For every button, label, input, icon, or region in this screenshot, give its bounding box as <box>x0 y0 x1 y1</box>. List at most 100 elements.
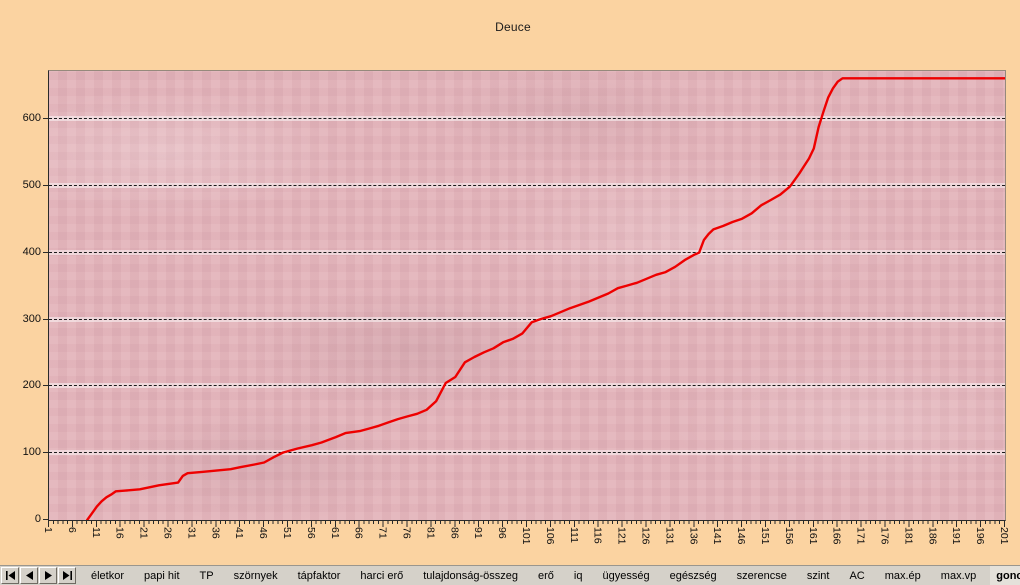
plot-area <box>48 70 1006 521</box>
x-axis-label: 96 <box>496 527 509 539</box>
x-axis-label: 71 <box>376 527 389 539</box>
tab-divider <box>186 567 193 584</box>
x-axis-label: 166 <box>830 527 843 545</box>
x-axis-label: 136 <box>687 527 700 545</box>
y-axis-label: 400 <box>22 245 41 258</box>
x-axis-label: 181 <box>902 527 915 545</box>
tab-divider <box>589 567 596 584</box>
sheet-tab-harci-er-[interactable]: harci erő <box>360 569 404 582</box>
x-axis-label: 56 <box>304 527 317 539</box>
x-axis-label: 81 <box>424 527 437 539</box>
sheet-tab-papi-hit[interactable]: papi hit <box>144 569 180 582</box>
sheet-tab-bar: életkor papi hit TP szörnyek tápfaktor harci … <box>0 565 1020 585</box>
x-axis-ticks <box>48 521 1005 527</box>
next-sheet-icon <box>44 571 52 580</box>
x-axis-label: 156 <box>782 527 795 545</box>
tab-divider <box>77 567 85 584</box>
tab-divider <box>524 567 532 584</box>
x-axis-label: 116 <box>591 527 604 544</box>
sheet-tab-tp[interactable]: TP <box>199 569 214 582</box>
chart-sheet: Deuce 0 100 200 300 400 500 600 1 6 11 16 21 26 31 36… <box>22 20 1010 545</box>
x-axis-label: 101 <box>520 527 532 545</box>
x-axis-label: 196 <box>974 527 987 545</box>
y-axis-label: 200 <box>22 379 41 392</box>
gridline-y400 <box>49 249 1005 255</box>
sheet-tab-ac[interactable]: AC <box>849 569 865 582</box>
tab-scroll-first-button[interactable] <box>1 567 19 584</box>
tab-divider <box>927 567 934 584</box>
tab-divider <box>983 567 990 584</box>
sheet-tab-max-p[interactable]: max.ép <box>884 569 921 582</box>
x-axis-label: 121 <box>615 527 628 545</box>
tab-scroll-last-button[interactable] <box>58 567 76 584</box>
x-axis-label: 26 <box>161 527 174 539</box>
tab-divider <box>410 567 417 584</box>
y-axis-tick <box>43 452 48 454</box>
sheet-tab-tulajdons-g-sszeg[interactable]: tulajdonság-összeg <box>423 569 519 582</box>
tab-divider <box>284 567 291 584</box>
x-axis-label: 91 <box>472 527 485 539</box>
x-axis-label: 31 <box>185 527 198 539</box>
sheet-tab-eg-szs-g[interactable]: egészség <box>669 569 717 582</box>
y-axis-label: 300 <box>22 312 41 325</box>
x-axis-label: 111 <box>567 527 580 543</box>
x-axis-label: 131 <box>663 527 676 545</box>
tab-divider <box>560 567 568 584</box>
sheet-tab-t-pfaktor[interactable]: tápfaktor <box>297 569 341 582</box>
sheet-tabs: életkor papi hit TP szörnyek tápfaktor harci … <box>77 566 1020 585</box>
x-axis-label: 61 <box>328 527 341 539</box>
x-axis-label: 11 <box>89 527 102 538</box>
sheet-tab-iq[interactable]: iq <box>573 569 583 582</box>
x-axis-label: 6 <box>65 527 78 533</box>
sheet-tab--gyess-g[interactable]: ügyesség <box>602 569 650 582</box>
sheet-tab-szint[interactable]: szint <box>806 569 830 582</box>
chart-title: Deuce <box>495 20 531 34</box>
last-sheet-icon <box>62 571 72 580</box>
series-line-deuce <box>86 77 1005 520</box>
x-axis-label: 126 <box>639 527 652 545</box>
y-axis-tick <box>43 118 48 120</box>
x-axis-label: 141 <box>711 527 724 545</box>
x-axis-label: 46 <box>257 527 270 539</box>
first-sheet-icon <box>5 571 15 580</box>
y-axis-label: 600 <box>22 112 41 125</box>
sheet-tab--letkor[interactable]: életkor <box>91 569 125 582</box>
sheet-tab-sz-rnyek[interactable]: szörnyek <box>233 569 278 582</box>
tab-divider <box>656 567 663 584</box>
gridline-y600 <box>49 116 1005 122</box>
prev-sheet-icon <box>25 571 33 580</box>
x-axis-label: 191 <box>950 527 963 545</box>
y-axis-tick <box>43 519 48 520</box>
tab-divider <box>220 567 227 584</box>
tab-scroll-prev-button[interactable] <box>20 567 38 584</box>
y-axis-tick <box>43 251 48 253</box>
y-axis-label: 0 <box>34 513 41 525</box>
x-axis-label: 76 <box>400 527 413 539</box>
tab-divider <box>836 567 843 584</box>
x-axis-label: 171 <box>854 527 867 545</box>
sheet-tab-gonoszs-g[interactable]: gonoszság <box>990 566 1020 585</box>
x-axis-label: 21 <box>137 527 150 539</box>
x-axis-label: 176 <box>878 527 891 545</box>
tab-scroll-next-button[interactable] <box>39 567 57 584</box>
x-axis-label: 16 <box>113 527 126 539</box>
sheet-tab-szerencse[interactable]: szerencse <box>736 569 787 582</box>
tab-divider <box>130 567 138 584</box>
tab-divider <box>871 567 878 584</box>
gridline-y500 <box>49 182 1005 188</box>
x-axis-label: 66 <box>352 527 365 539</box>
gridline-y100 <box>49 450 1005 456</box>
sheet-tab-max-vp[interactable]: max.vp <box>940 569 977 582</box>
x-axis-label: 151 <box>759 527 771 545</box>
tab-nav-buttons <box>0 566 77 585</box>
gridline-y200 <box>49 383 1005 389</box>
y-axis-label: 100 <box>22 446 41 459</box>
x-axis-label: 161 <box>806 527 819 545</box>
tab-divider <box>793 567 800 584</box>
y-axis-label: 500 <box>22 178 41 191</box>
x-axis-label: 36 <box>209 527 222 539</box>
x-axis-label: 1 <box>42 527 54 533</box>
x-axis-label: 51 <box>281 527 293 539</box>
y-axis-tick <box>43 385 48 387</box>
sheet-tab-er-[interactable]: erő <box>538 569 554 582</box>
